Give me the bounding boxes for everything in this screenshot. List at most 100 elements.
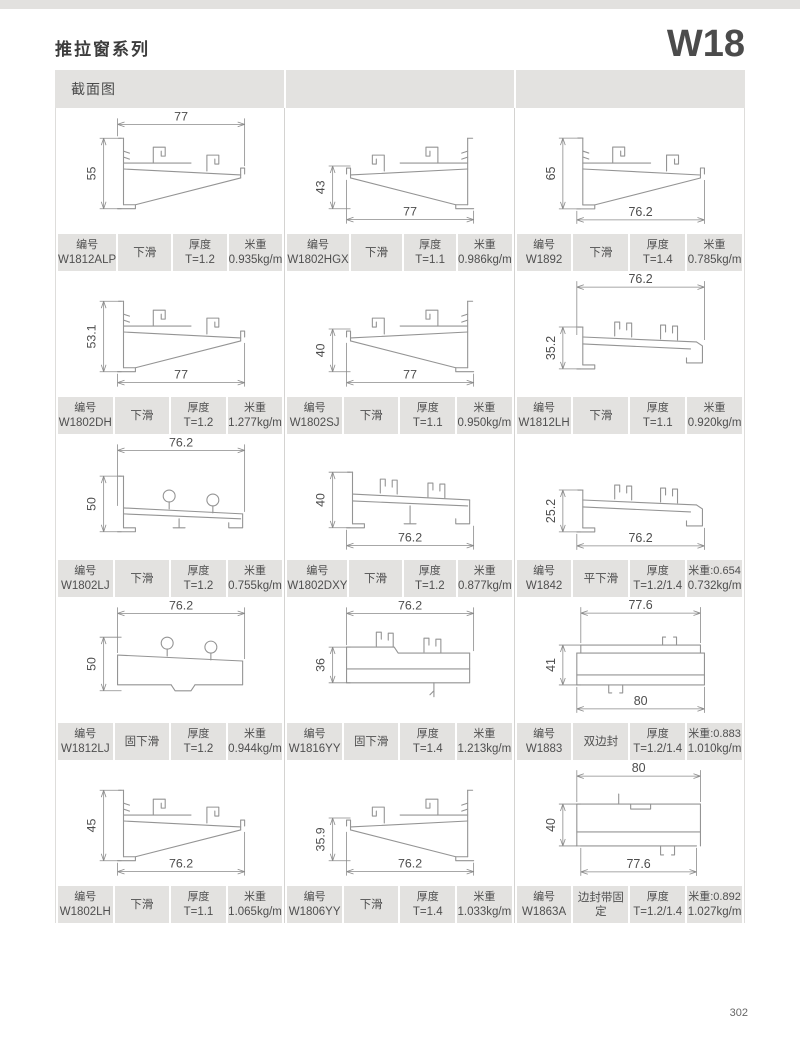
profile-info-row: 编号 W1863A 边封带固定 厚度 T=1.2/1.4 米重:0.892 1.…	[516, 886, 742, 923]
profile-code: W1812LJ	[60, 742, 110, 755]
profile-drawing: 76.2 36	[285, 597, 513, 723]
dimension-label: 40	[314, 493, 328, 507]
profile-type-cell: 下滑	[573, 397, 629, 434]
code-label: 编号	[74, 564, 97, 577]
cross-section-svg: 40 77	[314, 300, 475, 387]
dimension-label: 43	[314, 180, 328, 194]
profile-weight-cell: 米重 1.033kg/m	[457, 886, 512, 923]
code-label: 编号	[533, 890, 556, 903]
dimension-label: 35.9	[314, 827, 328, 851]
dimension-lines	[558, 281, 705, 370]
thickness-label: 厚度	[419, 238, 442, 251]
cross-section-svg: 25.2 76.2	[544, 484, 705, 550]
profile-code: W1806YY	[288, 905, 341, 918]
profile-weight-cell: 米重 0.920kg/m	[687, 397, 742, 434]
profile-weight: 0.877kg/m	[457, 579, 512, 592]
code-label: 编号	[74, 401, 97, 414]
cross-section-svg: 35.9 76.2	[314, 789, 475, 876]
profile-code-cell: 编号 W1883	[516, 723, 572, 760]
thickness-label: 厚度	[646, 238, 669, 251]
profile-cell: 65 76.2 编号 W1892 下滑 厚度 T=1.4 米重 0.785kg/m	[515, 108, 744, 271]
section-table: 截面图 77 55 编号 W1812ALP 下滑 厚度 T=1.2 米重 0.93…	[55, 70, 745, 923]
profile-cell: 43 77 编号 W1802HGX 下滑 厚度 T=1.1 米重 0.986kg/…	[285, 108, 515, 271]
weight-label: 米重:0.892	[688, 890, 741, 903]
code-label: 编号	[74, 890, 97, 903]
dimension-label: 77	[404, 205, 418, 219]
profile-type: 下滑	[133, 246, 157, 259]
profile-outline	[117, 789, 246, 862]
dimension-lines	[99, 789, 246, 876]
dimension-label: 55	[85, 166, 99, 180]
profile-outline	[346, 631, 471, 698]
dimension-label: 40	[544, 818, 558, 832]
profile-outline	[117, 137, 246, 210]
dimension-label: 50	[85, 497, 99, 511]
table-header-cell: 截面图	[55, 70, 284, 108]
profile-type: 下滑	[359, 409, 383, 422]
profile-cell: 76.2 35.2 编号 W1812LH 下滑 厚度 T=1.1 米重 0.920…	[515, 271, 744, 434]
profile-outline	[575, 793, 701, 856]
dimension-label: 77.6	[628, 598, 652, 612]
page-header: 推拉窗系列 W18	[55, 0, 745, 63]
code-label: 编号	[303, 401, 326, 414]
dimension-label: 40	[314, 343, 328, 357]
cross-section-svg: 76.2 36	[314, 598, 475, 698]
dimension-label: 25.2	[544, 499, 558, 523]
dimension-label: 76.2	[398, 598, 422, 612]
profile-thickness-cell: 厚度 T=1.2	[173, 234, 227, 271]
dimension-lines	[329, 165, 475, 224]
profile-code-cell: 编号 W1802DH	[58, 397, 113, 434]
profile-weight: 0.755kg/m	[228, 579, 282, 592]
dimension-label: 77	[404, 368, 418, 382]
dimension-lines	[329, 817, 475, 876]
profile-thickness-cell: 厚度 T=1.2	[171, 397, 226, 434]
profile-outline	[346, 300, 475, 373]
dimension-label: 76.2	[169, 598, 193, 612]
thickness-label: 厚度	[187, 890, 210, 903]
profile-cell: 77 55 编号 W1812ALP 下滑 厚度 T=1.2 米重 0.935kg/…	[56, 108, 286, 271]
profile-info-row: 编号 W1806YY 下滑 厚度 T=1.4 米重 1.033kg/m	[287, 886, 512, 923]
profile-weight-cell: 米重:0.654 0.732kg/m	[687, 560, 742, 597]
profile-outline	[117, 475, 244, 533]
thickness-label: 厚度	[646, 401, 669, 414]
profile-code: W1802DH	[58, 416, 112, 429]
dimension-label: 76.2	[398, 531, 422, 545]
profile-thickness: T=1.2/1.4	[633, 579, 683, 592]
cross-section-svg: 76.2 50	[85, 598, 246, 692]
code-label: 编号	[533, 401, 556, 414]
profile-weight: 1.033kg/m	[457, 905, 512, 918]
profile-type: 下滑	[130, 409, 154, 422]
cross-section-svg: 80 40 77.6	[544, 761, 701, 876]
table-header-cell	[285, 70, 515, 108]
profile-type-cell: 下滑	[114, 560, 170, 597]
profile-code-cell: 编号 W1812LH	[516, 397, 572, 434]
profile-info-row: 编号 W1802DH 下滑 厚度 T=1.2 米重 1.277kg/m	[58, 397, 283, 434]
profile-thickness: T=1.4	[642, 253, 673, 266]
cross-section-svg: 76.2 50	[85, 435, 246, 533]
profile-drawing: 77.6 41 80	[515, 597, 744, 723]
profile-thickness: T=1.2	[183, 416, 214, 429]
profile-weight: 0.785kg/m	[687, 253, 742, 266]
profile-type-cell: 下滑	[350, 234, 403, 271]
cross-section-svg: 53.1 77	[85, 300, 246, 387]
dimension-label: 35.2	[544, 336, 558, 360]
profile-info-row: 编号 W1802DXY 下滑 厚度 T=1.2 米重 0.877kg/m	[287, 560, 512, 597]
profile-weight: 0.920kg/m	[687, 416, 742, 429]
profile-code-cell: 编号 W1842	[516, 560, 572, 597]
profile-thickness-cell: 厚度 T=1.1	[171, 886, 226, 923]
profile-drawing: 65 76.2	[515, 108, 744, 234]
profile-thickness-cell: 厚度 T=1.2	[171, 560, 226, 597]
profile-code-cell: 编号 W1802SJ	[287, 397, 342, 434]
profile-drawing: 40 77	[285, 271, 513, 397]
profile-type-cell: 平下滑	[573, 560, 629, 597]
profile-outline	[117, 300, 246, 373]
profile-thickness-cell: 厚度 T=1.2/1.4	[630, 886, 686, 923]
profile-info-row: 编号 W1802LJ 下滑 厚度 T=1.2 米重 0.755kg/m	[58, 560, 283, 597]
dimension-label: 53.1	[85, 324, 99, 348]
dimension-label: 76.2	[628, 531, 652, 545]
profile-code-cell: 编号 W1812ALP	[58, 234, 117, 271]
profile-thickness: T=1.2/1.4	[633, 905, 683, 918]
table-header-cell	[516, 70, 745, 108]
weight-label: 米重	[473, 727, 496, 740]
profile-info-row: 编号 W1812LJ 固下滑 厚度 T=1.2 米重 0.944kg/m	[58, 723, 283, 760]
